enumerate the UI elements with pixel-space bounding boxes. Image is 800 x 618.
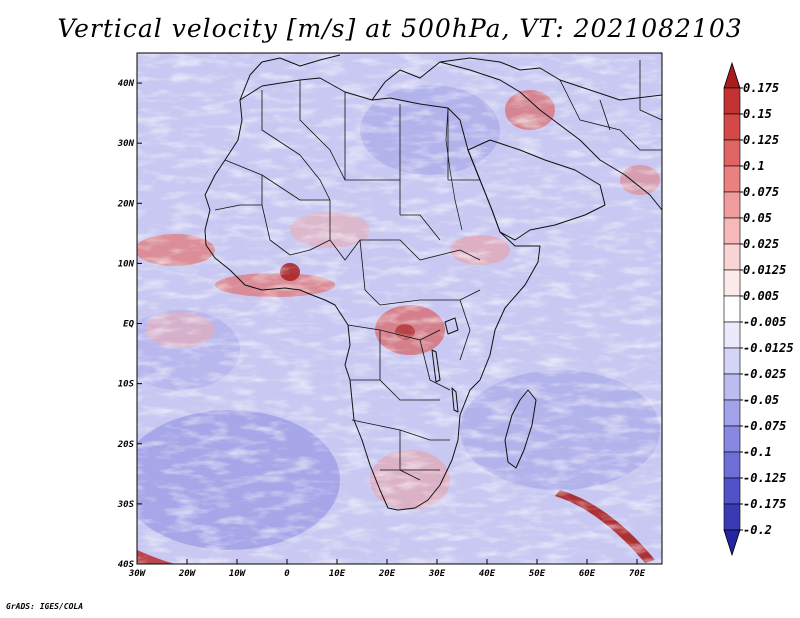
colorbar-swatch <box>723 347 741 375</box>
nile <box>445 107 463 231</box>
lake-tanganyika <box>431 349 441 383</box>
colorbar-swatch <box>723 139 741 167</box>
europe-coastline <box>239 54 662 211</box>
colorbar-label: -0.075 <box>743 419 786 433</box>
colorbar-swatch <box>723 165 741 193</box>
y-tick-label: 40N <box>118 79 135 89</box>
y-tick-label: 10N <box>118 259 135 269</box>
colorbar-swatch <box>723 529 741 557</box>
colorbar-swatch <box>723 399 741 427</box>
colorbar-label: -0.1 <box>743 445 772 459</box>
lake-victoria <box>444 317 459 335</box>
colorbar-label: 0.175 <box>743 81 779 95</box>
colorbar-swatch <box>723 373 741 401</box>
colorbar-swatch <box>723 87 741 115</box>
colorbar-swatch <box>723 477 741 505</box>
x-axis: 30W 20W 10W 0 10E 20E 30E 40E 50E 60E 70E <box>128 559 646 579</box>
x-tick-label: 70E <box>629 569 646 579</box>
colorbar-label: 0.1 <box>743 159 765 173</box>
colorbar-label: 0.05 <box>743 211 772 225</box>
x-tick-label: 50E <box>529 569 546 579</box>
colorbar-swatch <box>723 217 741 245</box>
grads-credit: GrADS: IGES/COLA <box>6 602 84 611</box>
y-axis: 40N 30N 20N 10N EQ 10S 20S 30S 40S <box>117 79 142 570</box>
colorbar-label: 0.005 <box>743 289 779 303</box>
colorbar-label: 0.025 <box>743 237 779 251</box>
colorbar-swatch <box>723 503 741 531</box>
colorbar-label: -0.05 <box>743 393 779 407</box>
colorbar-label: 0.125 <box>743 133 779 147</box>
y-tick-label: 20S <box>117 440 135 450</box>
colorbar-label: 0.0125 <box>743 263 786 277</box>
colorbar-swatch <box>723 191 741 219</box>
colorbar-swatch <box>723 269 741 297</box>
colorbar-swatch <box>723 425 741 453</box>
x-tick-label: 10E <box>329 569 346 579</box>
country-borders <box>204 54 662 511</box>
lake-malawi <box>451 387 459 413</box>
arabia-outline <box>467 139 606 241</box>
interior-borders <box>214 80 481 481</box>
y-tick-label: 10S <box>118 380 135 390</box>
y-tick-label: EQ <box>123 320 134 330</box>
x-tick-label: 0 <box>284 569 290 579</box>
colorbar-swatch <box>723 295 741 323</box>
colorbar-label: -0.175 <box>743 497 786 511</box>
colorbar-label: -0.125 <box>743 471 786 485</box>
colorbar-label: -0.0125 <box>743 341 794 355</box>
y-tick-label: 30N <box>117 139 135 149</box>
colorbar-swatch <box>723 113 741 141</box>
colorbar-label: 0.15 <box>743 107 772 121</box>
y-tick-label: 30S <box>117 500 135 510</box>
x-tick-label: 30E <box>428 569 446 579</box>
vertical-velocity-field <box>137 53 662 564</box>
field-texture <box>137 53 662 564</box>
x-tick-label: 10W <box>229 569 247 579</box>
iran-borders <box>559 60 662 151</box>
africa-coastline <box>204 77 541 511</box>
colorbar-swatch <box>723 61 741 89</box>
colorbar-label: -0.005 <box>743 315 786 329</box>
colorbar-label: -0.2 <box>743 523 772 537</box>
chart-title: Vertical velocity [m/s] at 500hPa, VT: 2… <box>57 14 743 43</box>
madagascar-outline <box>504 389 537 469</box>
y-tick-label: 40S <box>118 560 135 570</box>
x-tick-label: 20W <box>178 569 197 579</box>
red-sea-edge <box>467 149 481 181</box>
x-tick-label: 30W <box>128 569 147 579</box>
map-frame <box>136 52 663 565</box>
y-tick-label: 20N <box>117 199 135 209</box>
colorbar-swatch <box>723 243 741 271</box>
x-tick-label: 20E <box>378 569 396 579</box>
colorbar-label: -0.025 <box>743 367 786 381</box>
map-panel: 30W 20W 10W 0 10E 20E 30E 40E 50E 60E 70E 40N 30N 20… <box>117 52 794 579</box>
x-tick-label: 40E <box>479 569 496 579</box>
colorbar-label: 0.075 <box>743 185 779 199</box>
anatolia-coastline <box>439 57 662 101</box>
x-tick-label: 60E <box>579 569 596 579</box>
colorbar: 0.175 0.15 0.125 0.1 0.075 0.05 0.025 0.0125 0.0… <box>723 61 794 557</box>
colorbar-swatch <box>723 321 741 349</box>
colorbar-swatch <box>723 451 741 479</box>
